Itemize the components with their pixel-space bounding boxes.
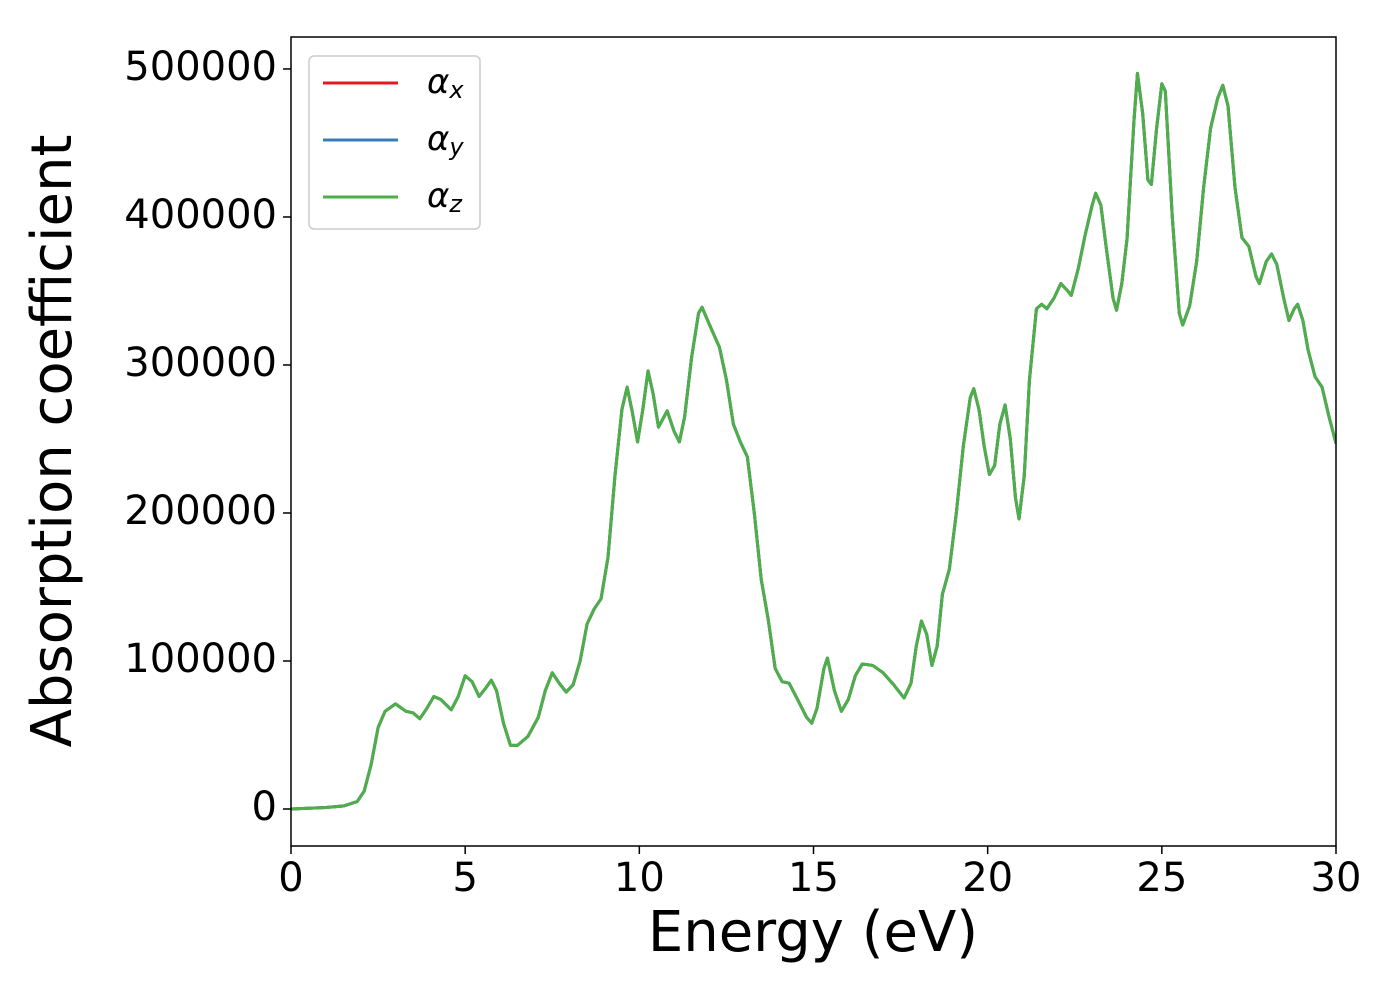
x-tick-label: 25 — [1136, 855, 1187, 901]
x-tick-label: 15 — [788, 855, 839, 901]
plot-frame — [290, 36, 1337, 847]
y-tick-label: 100000 — [124, 636, 277, 682]
legend-label: αz — [427, 176, 463, 219]
line-series — [291, 71, 1336, 811]
legend-label: αx — [427, 62, 464, 105]
x-tick-label: 30 — [1311, 855, 1362, 901]
legend-box — [308, 55, 481, 230]
y-tick-label: 200000 — [124, 488, 277, 534]
x-axis-label: Energy (eV) — [648, 900, 978, 965]
legend-label: αy — [427, 119, 464, 162]
x-tick-label: 0 — [278, 855, 303, 901]
y-axis-label: Absorption coefficient — [20, 135, 85, 748]
y-tick-label: 300000 — [124, 340, 277, 386]
x-tick-label: 20 — [962, 855, 1013, 901]
x-tick-label: 5 — [452, 855, 477, 901]
y-tick-label: 500000 — [124, 44, 277, 90]
x-tick-label: 10 — [614, 855, 665, 901]
y-tick-label: 400000 — [124, 192, 277, 238]
y-tick-label: 0 — [252, 784, 277, 830]
